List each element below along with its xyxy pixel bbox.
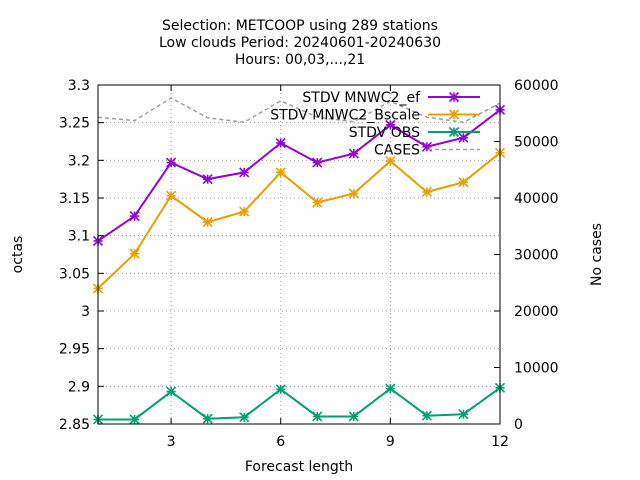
- data-point: [348, 411, 359, 422]
- data-point: [448, 126, 460, 138]
- series-layer: [92, 97, 506, 425]
- data-point: [129, 211, 140, 222]
- data-point: [275, 137, 286, 149]
- data-point: [458, 409, 469, 420]
- grid: [98, 85, 500, 424]
- data-point: [458, 132, 469, 143]
- data-point: [385, 383, 396, 394]
- data-point: [348, 148, 359, 159]
- y-tick-label: 3.15: [59, 191, 90, 207]
- data-point: [239, 167, 250, 178]
- y-tick-label: 3.3: [68, 78, 90, 94]
- data-point: [385, 119, 396, 130]
- y-tick-label: 2.85: [59, 417, 90, 433]
- data-point: [275, 167, 286, 178]
- data-point: [312, 411, 323, 422]
- data-point: [239, 412, 250, 423]
- y-tick-label: 2.95: [59, 342, 90, 358]
- data-point: [448, 91, 460, 103]
- data-point: [166, 386, 177, 397]
- y-tick-label: 3: [81, 304, 90, 320]
- plot-frame: [97, 84, 501, 425]
- y2-tick-label: 10000: [514, 361, 559, 377]
- x-axis-label: Forecast length: [245, 459, 353, 475]
- legend-label: CASES: [374, 143, 420, 159]
- data-point: [312, 197, 323, 208]
- y-tick-label: 3.05: [59, 266, 90, 282]
- axes: 2.85 2.9 2.95 3 3.05 3.1 3.15 3.2 3.25 3.3 3 6 9 12 0 1…: [59, 78, 559, 450]
- data-point: [166, 157, 177, 168]
- y-tick-label: 3.25: [59, 116, 90, 132]
- legend-label: STDV MNWC2_ef: [302, 90, 421, 106]
- y2-axis-label: No cases: [589, 223, 605, 286]
- data-point: [385, 156, 396, 167]
- data-point: [421, 410, 432, 421]
- data-point: [166, 190, 177, 201]
- y2-tick-label: 50000: [514, 135, 559, 151]
- legend-label: STDV OBS: [349, 125, 420, 141]
- data-point: [202, 174, 213, 185]
- title-line: Selection: METCOOP using 289 stations: [162, 18, 438, 34]
- x-tick-label: 6: [276, 434, 285, 450]
- data-point: [239, 206, 250, 217]
- data-point: [129, 248, 140, 259]
- legend-label: STDV MNWC2_Bscale: [270, 108, 420, 124]
- series-line-3: [97, 97, 501, 124]
- y2-tick-label: 60000: [514, 78, 559, 94]
- title-line: Hours: 00,03,...,21: [235, 52, 365, 68]
- x-tick-label: 9: [386, 434, 395, 450]
- series-line-1: [97, 152, 501, 290]
- y-tick-label: 3.1: [68, 229, 90, 245]
- x-tick-label: 3: [167, 434, 176, 450]
- y2-tick-label: 20000: [514, 304, 559, 320]
- chart-title: Selection: METCOOP using 289 stationsLow…: [159, 18, 441, 68]
- y-axis-label: octas: [10, 236, 26, 274]
- data-point: [448, 109, 460, 120]
- y2-tick-label: 0: [514, 417, 523, 433]
- y2-tick-label: 40000: [514, 191, 559, 207]
- series-line-0: [97, 109, 501, 242]
- y-tick-label: 3.2: [68, 153, 90, 169]
- data-point: [348, 188, 359, 199]
- data-point: [202, 413, 213, 424]
- y-tick-label: 2.9: [68, 379, 90, 395]
- title-line: Low clouds Period: 20240601-20240630: [159, 35, 441, 51]
- data-point: [312, 157, 323, 168]
- series-line-2: [98, 387, 501, 421]
- y2-tick-label: 30000: [514, 248, 559, 264]
- data-point: [421, 141, 432, 152]
- data-point: [275, 384, 286, 395]
- data-point: [421, 186, 432, 198]
- data-point: [458, 177, 469, 188]
- data-point: [202, 217, 213, 228]
- data-point: [129, 414, 140, 425]
- x-tick-label: 12: [491, 434, 509, 450]
